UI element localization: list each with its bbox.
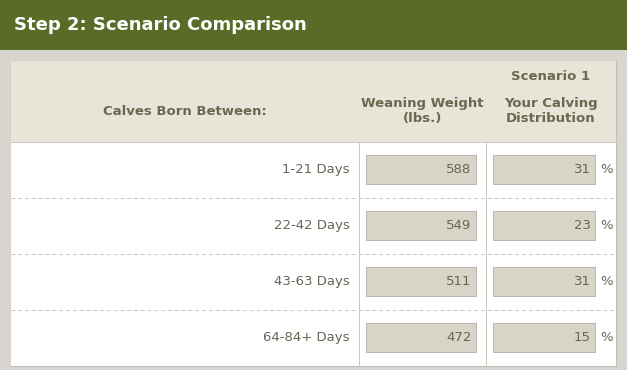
FancyBboxPatch shape: [11, 142, 616, 198]
Text: 588: 588: [446, 163, 472, 176]
Text: Weaning Weight
(lbs.): Weaning Weight (lbs.): [361, 97, 483, 125]
FancyBboxPatch shape: [493, 211, 595, 240]
Text: 31: 31: [574, 275, 591, 288]
Text: 1-21 Days: 1-21 Days: [282, 163, 349, 176]
Text: 549: 549: [446, 219, 472, 232]
FancyBboxPatch shape: [493, 323, 595, 352]
Text: 31: 31: [574, 163, 591, 176]
Text: Scenario 1: Scenario 1: [511, 70, 590, 83]
Text: %: %: [600, 331, 613, 344]
FancyBboxPatch shape: [493, 155, 595, 184]
Text: Step 2: Scenario Comparison: Step 2: Scenario Comparison: [14, 16, 307, 34]
Text: 511: 511: [446, 275, 472, 288]
FancyBboxPatch shape: [11, 61, 616, 142]
Text: %: %: [600, 219, 613, 232]
Text: %: %: [600, 275, 613, 288]
FancyBboxPatch shape: [0, 0, 627, 50]
Text: %: %: [600, 163, 613, 176]
Text: 15: 15: [574, 331, 591, 344]
FancyBboxPatch shape: [11, 61, 616, 366]
Text: Your Calving
Distribution: Your Calving Distribution: [504, 97, 598, 125]
FancyBboxPatch shape: [366, 155, 476, 184]
FancyBboxPatch shape: [11, 198, 616, 254]
FancyBboxPatch shape: [11, 254, 616, 310]
Text: 472: 472: [446, 331, 472, 344]
FancyBboxPatch shape: [11, 310, 616, 366]
FancyBboxPatch shape: [366, 323, 476, 352]
Text: 64-84+ Days: 64-84+ Days: [263, 331, 349, 344]
FancyBboxPatch shape: [366, 267, 476, 296]
Text: Calves Born Between:: Calves Born Between:: [103, 105, 267, 118]
FancyBboxPatch shape: [366, 211, 476, 240]
Text: 22-42 Days: 22-42 Days: [273, 219, 349, 232]
Text: 43-63 Days: 43-63 Days: [273, 275, 349, 288]
Text: 23: 23: [574, 219, 591, 232]
FancyBboxPatch shape: [493, 267, 595, 296]
